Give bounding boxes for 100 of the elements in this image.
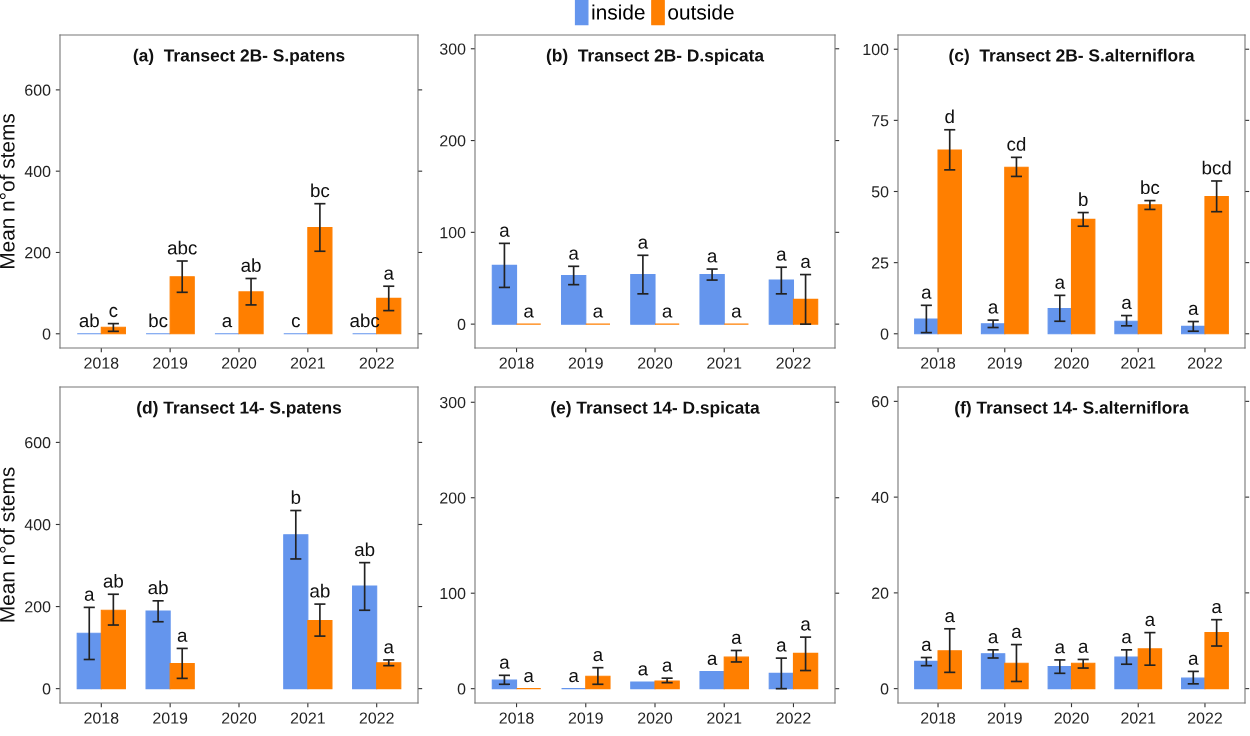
x-tick-label: 2019 bbox=[153, 357, 188, 369]
y-tick-label: 400 bbox=[24, 165, 51, 178]
x-tick-label: 2021 bbox=[707, 357, 742, 369]
bar bbox=[307, 227, 333, 335]
x-tick-label: 2022 bbox=[776, 712, 811, 724]
legend-label: inside bbox=[592, 4, 645, 20]
data-label: a bbox=[921, 288, 932, 299]
bar bbox=[560, 274, 587, 325]
data-label: c bbox=[291, 317, 300, 328]
y-tick-label: 300 bbox=[439, 396, 466, 409]
bar bbox=[980, 323, 1006, 335]
x-tick-label: 2020 bbox=[638, 712, 673, 724]
data-label: a bbox=[662, 307, 673, 318]
x-tick-label: 2020 bbox=[638, 357, 673, 369]
bar bbox=[376, 662, 402, 690]
x-tick-label: 2022 bbox=[1188, 712, 1222, 724]
y-tick-label: 100 bbox=[440, 587, 466, 600]
data-label: ab bbox=[355, 542, 375, 557]
data-label: a bbox=[945, 612, 955, 623]
data-label: b bbox=[291, 490, 301, 505]
x-tick-label: 2020 bbox=[1054, 712, 1089, 724]
data-label: bc bbox=[149, 313, 168, 328]
text: (d) Transect 14- S.patens bbox=[137, 401, 342, 418]
data-label: b bbox=[1079, 192, 1088, 207]
x-tick-label: 2021 bbox=[1121, 357, 1156, 369]
data-label: a bbox=[84, 590, 95, 601]
x-tick-label: 2019 bbox=[987, 357, 1022, 369]
data-label: a bbox=[1122, 298, 1132, 310]
data-label: a bbox=[1012, 627, 1022, 639]
data-label: ab bbox=[310, 583, 330, 598]
x-tick-label: 2019 bbox=[153, 712, 188, 724]
y-tick-label: 0 bbox=[42, 683, 51, 695]
data-label: a bbox=[776, 641, 787, 652]
data-label: bc bbox=[311, 183, 330, 198]
data-label: a bbox=[384, 269, 394, 280]
data-label: a bbox=[638, 238, 649, 249]
y-tick-label: 400 bbox=[24, 519, 51, 531]
bar bbox=[352, 585, 378, 690]
data-label: a bbox=[1188, 304, 1199, 316]
data-label: a bbox=[222, 317, 233, 328]
bar bbox=[283, 534, 309, 690]
x-tick-label: 2021 bbox=[707, 712, 742, 724]
bar bbox=[1137, 648, 1163, 690]
data-label: ab bbox=[79, 313, 99, 328]
bar bbox=[169, 276, 195, 335]
data-label: a bbox=[801, 620, 811, 631]
y-axis-title: Mean n°of stems bbox=[0, 467, 15, 622]
x-tick-label: 2022 bbox=[359, 357, 394, 369]
x-tick-label: 2021 bbox=[290, 712, 325, 724]
data-label: a bbox=[1212, 602, 1222, 614]
data-label: d bbox=[945, 109, 954, 124]
data-label: ab bbox=[148, 580, 168, 595]
data-label: a bbox=[921, 640, 932, 652]
x-tick-label: 2022 bbox=[359, 712, 394, 724]
x-tick-label: 2018 bbox=[84, 357, 119, 369]
bar bbox=[914, 318, 939, 335]
x-tick-label: 2019 bbox=[987, 712, 1022, 724]
y-tick-label: 0 bbox=[42, 328, 51, 340]
data-label: a bbox=[384, 643, 394, 654]
data-label: a bbox=[988, 303, 999, 314]
x-tick-label: 2020 bbox=[222, 357, 257, 369]
y-tick-label: 25 bbox=[872, 257, 889, 269]
data-label: a bbox=[1055, 278, 1066, 289]
y-tick-label: 20 bbox=[872, 587, 889, 599]
x-tick-label: 2019 bbox=[568, 712, 603, 724]
y-tick-label: 60 bbox=[872, 396, 889, 408]
y-tick-label: 300 bbox=[439, 43, 466, 55]
y-tick-label: 200 bbox=[440, 135, 466, 147]
data-label: a bbox=[731, 633, 742, 645]
bar bbox=[1004, 166, 1029, 335]
data-label: a bbox=[569, 671, 579, 683]
data-label: a bbox=[1078, 642, 1089, 653]
y-tick-label: 0 bbox=[880, 328, 889, 340]
text: (c) Transect 2B- S.alterniflora bbox=[949, 48, 1195, 65]
y-tick-label: 100 bbox=[863, 43, 889, 56]
y-tick-label: 0 bbox=[880, 683, 889, 695]
bar bbox=[238, 291, 264, 335]
y-tick-label: 600 bbox=[25, 84, 51, 96]
x-tick-label: 2018 bbox=[499, 712, 534, 724]
bar bbox=[699, 274, 725, 325]
data-label: a bbox=[707, 654, 718, 666]
data-label: a bbox=[1122, 633, 1132, 644]
data-label: ab bbox=[241, 258, 261, 273]
y-tick-label: 200 bbox=[25, 601, 51, 613]
bar bbox=[980, 653, 1006, 690]
legend-label: outside bbox=[668, 4, 734, 20]
bar bbox=[1004, 662, 1029, 690]
y-tick-label: 600 bbox=[25, 437, 51, 449]
data-label: a bbox=[1055, 643, 1066, 654]
bar bbox=[914, 660, 939, 690]
bar bbox=[307, 619, 333, 690]
bar bbox=[1114, 656, 1139, 690]
data-label: ab bbox=[103, 573, 123, 588]
x-tick-label: 2022 bbox=[776, 357, 811, 369]
data-label: a bbox=[500, 658, 510, 669]
bar bbox=[792, 298, 819, 325]
x-tick-label: 2018 bbox=[499, 357, 534, 369]
data-label: a bbox=[988, 633, 999, 644]
data-label: a bbox=[731, 307, 742, 318]
data-label: a bbox=[524, 671, 534, 683]
